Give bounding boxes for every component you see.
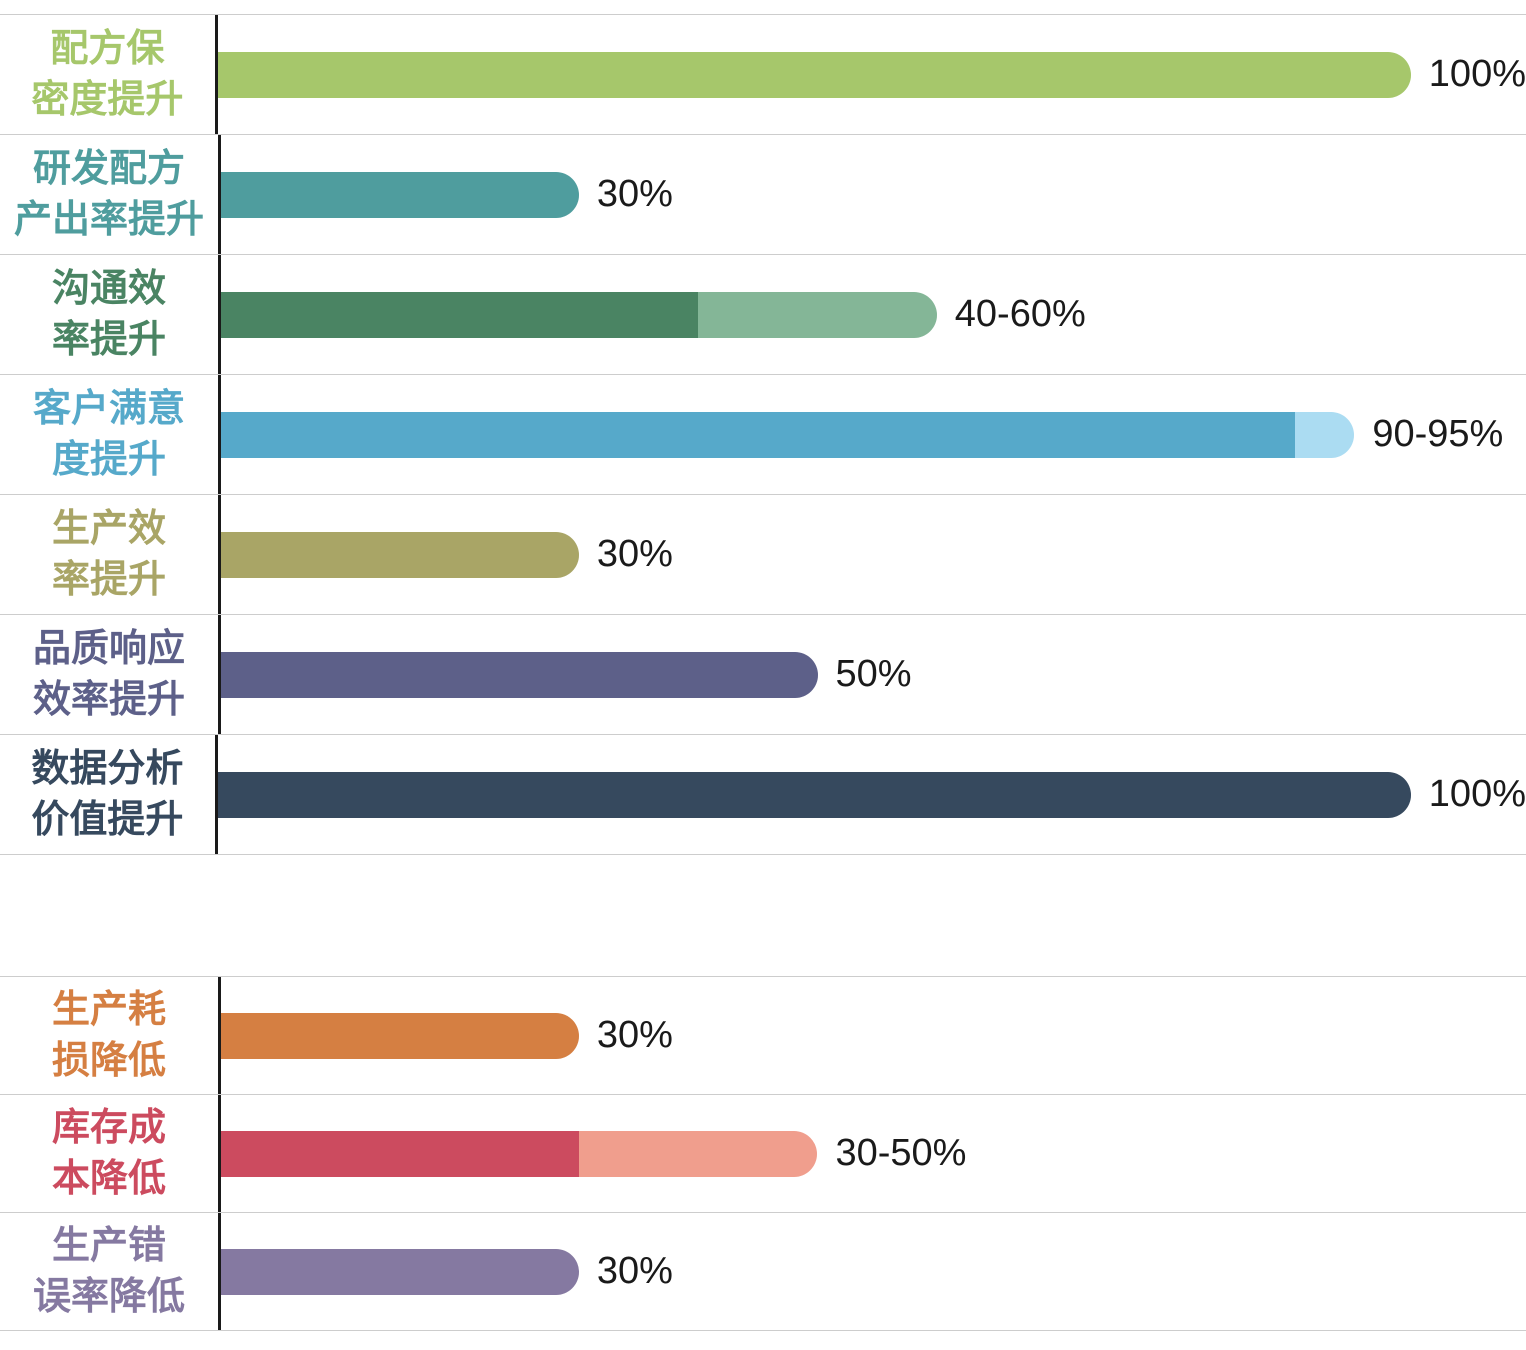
bar — [217, 771, 1411, 818]
bar — [221, 411, 1355, 458]
row-plot-area: 30% — [218, 135, 1526, 254]
row-plot-area: 40-60% — [218, 255, 1526, 374]
bar-row: 研发配方 产出率提升 30% — [0, 135, 1526, 255]
value-label: 30% — [596, 533, 673, 575]
value-label: 40-60% — [954, 293, 1086, 335]
row-label: 生产耗 损降低 — [51, 989, 166, 1082]
value-label: 30% — [596, 1250, 673, 1292]
row-label: 数据分析 价值提升 — [31, 748, 184, 841]
bar-segment-main — [221, 411, 1295, 458]
bar-row: 沟通效 率提升 40-60% — [0, 255, 1526, 375]
value-label: 30-50% — [835, 1132, 967, 1174]
row-label: 生产效 率提升 — [51, 508, 166, 601]
row-label: 生产错 误率降低 — [32, 1225, 185, 1318]
bar-group-reduction: 生产耗 损降低 30% 库存成 本降低 30-50% 生产错 误率降低 30% — [0, 976, 1526, 1331]
bar-row: 客户满意 度提升 90-95% — [0, 375, 1526, 495]
row-label: 沟通效 率提升 — [51, 268, 166, 361]
bar — [221, 1012, 579, 1059]
bar — [221, 651, 818, 698]
bar — [221, 291, 937, 338]
row-plot-area: 90-95% — [218, 375, 1526, 494]
bar-row: 生产耗 损降低 30% — [0, 977, 1526, 1095]
bar-segment-main — [221, 1012, 579, 1059]
row-plot-area: 50% — [218, 615, 1526, 734]
row-plot-area: 30% — [218, 977, 1526, 1094]
row-label: 品质响应 效率提升 — [32, 628, 185, 721]
bar-segment-main — [221, 531, 579, 578]
bar-segment-range — [1294, 411, 1355, 458]
row-plot-area: 100% — [214, 15, 1526, 134]
bar-row: 生产错 误率降低 30% — [0, 1213, 1526, 1331]
row-label: 研发配方 产出率提升 — [13, 148, 204, 241]
bar-row: 配方保 密度提升 100% — [0, 15, 1526, 135]
value-label: 100% — [1428, 773, 1526, 815]
value-label: 90-95% — [1372, 413, 1504, 455]
value-label: 30% — [596, 173, 673, 215]
bar — [217, 51, 1411, 98]
bar — [221, 1130, 818, 1177]
row-label: 配方保 密度提升 — [31, 28, 184, 121]
bar-row: 数据分析 价值提升 100% — [0, 735, 1526, 855]
row-label: 库存成 本降低 — [51, 1107, 166, 1200]
group-gap — [0, 855, 1526, 976]
bar-segment-main — [221, 291, 699, 338]
bar-segment-main — [221, 171, 579, 218]
bar-segment-main — [217, 771, 1411, 818]
row-plot-area: 30% — [218, 495, 1526, 614]
row-plot-area: 30% — [218, 1213, 1526, 1330]
bar — [221, 1248, 579, 1295]
bar-segment-main — [221, 651, 818, 698]
bar — [221, 531, 579, 578]
bar-row: 生产效 率提升 30% — [0, 495, 1526, 615]
bar — [221, 171, 579, 218]
bar-segment-main — [221, 1248, 579, 1295]
value-label: 100% — [1428, 53, 1526, 95]
value-label: 50% — [835, 653, 912, 695]
row-label: 客户满意 度提升 — [32, 388, 185, 481]
bar-segment-main — [221, 1130, 579, 1177]
value-label: 30% — [596, 1014, 673, 1056]
row-plot-area: 30-50% — [218, 1095, 1526, 1212]
bar-group-increase: 配方保 密度提升 100% 研发配方 产出率提升 30% 沟通效 率提升 40 — [0, 14, 1526, 855]
bar-segment-range — [578, 1130, 818, 1177]
row-plot-area: 100% — [214, 735, 1526, 854]
bar-row: 库存成 本降低 30-50% — [0, 1095, 1526, 1213]
bar-row: 品质响应 效率提升 50% — [0, 615, 1526, 735]
bar-segment-main — [217, 51, 1411, 98]
bar-segment-range — [698, 291, 937, 338]
